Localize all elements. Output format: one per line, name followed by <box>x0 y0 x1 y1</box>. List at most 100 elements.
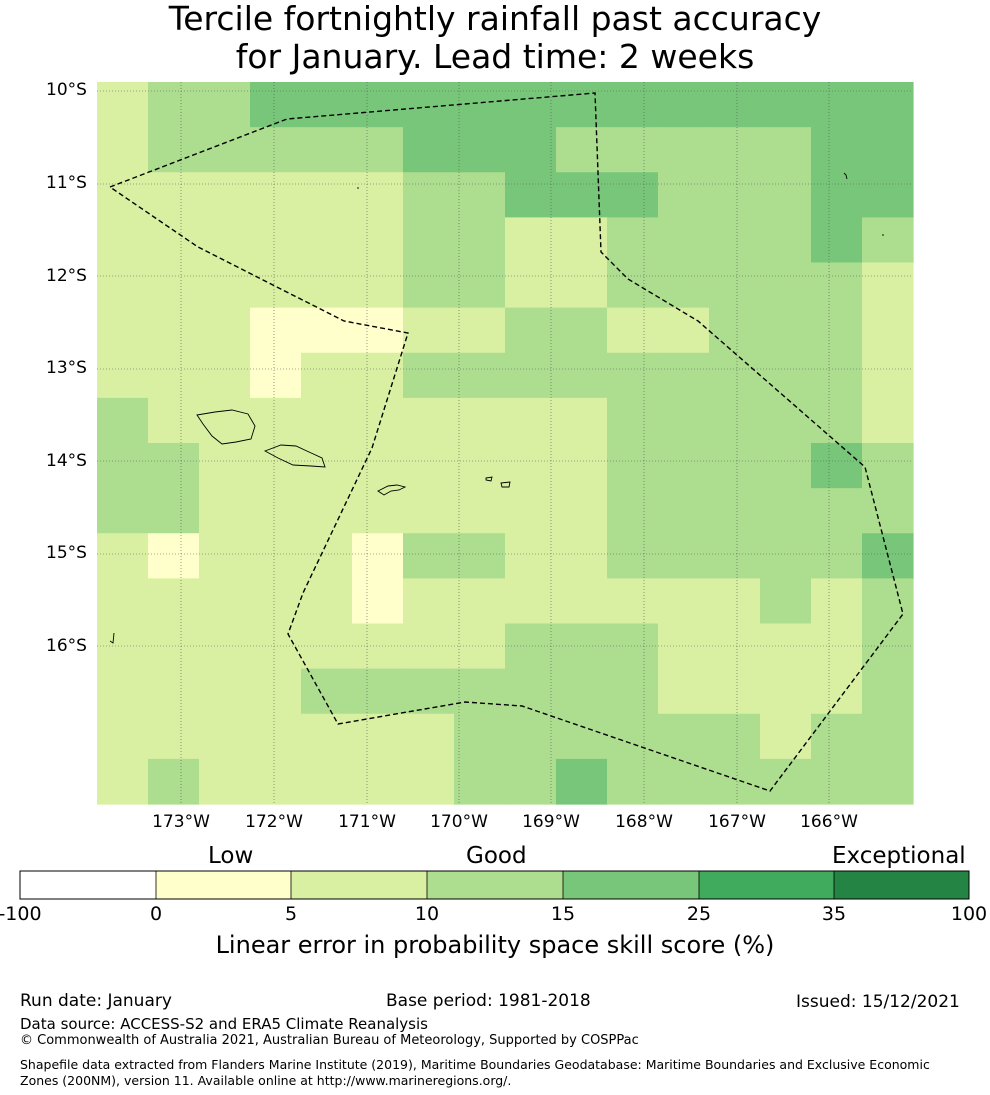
skill-cell <box>352 443 404 489</box>
skill-cell <box>199 443 251 489</box>
title-line-1: Tercile fortnightly rainfall past accura… <box>168 0 822 38</box>
lon-label-167w: 167°W <box>708 812 766 832</box>
skill-cell <box>454 578 506 625</box>
skill-grid <box>97 82 914 805</box>
lon-label-172w: 172°W <box>245 812 303 832</box>
skill-cell <box>148 352 200 399</box>
skill-cell <box>97 713 149 760</box>
skill-cell <box>352 307 404 354</box>
skill-cell <box>760 668 812 715</box>
skill-cell <box>607 623 659 670</box>
skill-cell <box>607 217 659 264</box>
skill-cell <box>607 172 659 218</box>
skill-cell <box>250 82 302 128</box>
skill-cell <box>250 352 302 399</box>
skill-cell <box>811 352 863 399</box>
island-rose <box>843 172 848 180</box>
skill-cell <box>505 352 557 399</box>
skill-cell <box>862 623 914 670</box>
skill-cell <box>556 82 608 128</box>
skill-cell <box>658 397 710 444</box>
skill-cell <box>556 352 608 399</box>
skill-cell <box>811 623 863 670</box>
skill-cell <box>760 262 812 309</box>
skill-cell <box>454 172 506 218</box>
skill-cell <box>148 623 200 670</box>
skill-cell <box>301 713 353 760</box>
skill-cell <box>454 127 506 173</box>
skill-cell <box>454 713 506 760</box>
skill-cell <box>505 397 557 444</box>
skill-cell <box>97 397 149 444</box>
skill-cell <box>505 488 557 534</box>
colorbar-segment <box>291 871 427 899</box>
skill-cell <box>862 172 914 218</box>
skill-cell <box>658 262 710 309</box>
skill-cell <box>505 668 557 715</box>
skill-cell <box>403 172 455 218</box>
colorbar-tick: 0 <box>149 903 163 925</box>
skill-cell <box>862 217 914 264</box>
skill-cell <box>709 443 761 489</box>
skill-cell <box>760 713 812 760</box>
colorbar-segment <box>427 871 563 899</box>
skill-cell <box>709 307 761 354</box>
colorbar-frame <box>19 870 970 900</box>
skill-cell <box>811 172 863 218</box>
skill-cell <box>454 623 506 670</box>
skill-cell <box>811 443 863 489</box>
skill-cell <box>403 82 455 128</box>
skill-cell <box>658 488 710 534</box>
skill-cell <box>97 82 149 128</box>
skill-cell <box>760 397 812 444</box>
skill-cell <box>709 217 761 264</box>
graticule <box>97 82 913 804</box>
skill-cell <box>97 488 149 534</box>
skill-cell <box>607 578 659 625</box>
skill-cell <box>556 488 608 534</box>
skill-cell <box>454 668 506 715</box>
skill-cell <box>658 623 710 670</box>
skill-cell <box>811 217 863 264</box>
skill-cell <box>403 713 455 760</box>
category-exceptional: Exceptional <box>832 843 966 869</box>
skill-cell <box>607 488 659 534</box>
skill-cell <box>97 668 149 715</box>
colorbar <box>19 870 970 900</box>
skill-cell <box>250 578 302 625</box>
run-date: Run date: January <box>20 991 172 1011</box>
skill-cell <box>454 443 506 489</box>
skill-cell <box>760 217 812 264</box>
map-title: Tercile fortnightly rainfall past accura… <box>0 0 990 76</box>
skill-cell <box>811 127 863 173</box>
skill-cell <box>352 668 404 715</box>
skill-cell <box>250 758 302 805</box>
skill-cell <box>352 127 404 173</box>
colorbar-segment <box>563 871 699 899</box>
skill-cell <box>199 262 251 309</box>
skill-cell <box>403 352 455 399</box>
skill-cell <box>352 578 404 625</box>
skill-cell <box>505 623 557 670</box>
skill-cell <box>556 307 608 354</box>
skill-cell <box>505 262 557 309</box>
skill-cell <box>862 443 914 489</box>
skill-cell <box>454 397 506 444</box>
skill-cell <box>250 623 302 670</box>
skill-cell <box>250 443 302 489</box>
skill-cell <box>301 623 353 670</box>
skill-cell <box>352 533 404 579</box>
skill-cell <box>301 82 353 128</box>
skill-cell <box>811 713 863 760</box>
skill-cell <box>97 307 149 354</box>
skill-cell <box>199 397 251 444</box>
data-source: Data source: ACCESS-S2 and ERA5 Climate … <box>20 1015 428 1033</box>
skill-cell <box>505 217 557 264</box>
skill-cell <box>505 82 557 128</box>
skill-cell <box>199 758 251 805</box>
category-low: Low <box>208 843 254 869</box>
colorbar-tick: 5 <box>284 903 298 925</box>
skill-cell <box>658 217 710 264</box>
skill-cell <box>352 397 404 444</box>
skill-cell <box>556 262 608 309</box>
